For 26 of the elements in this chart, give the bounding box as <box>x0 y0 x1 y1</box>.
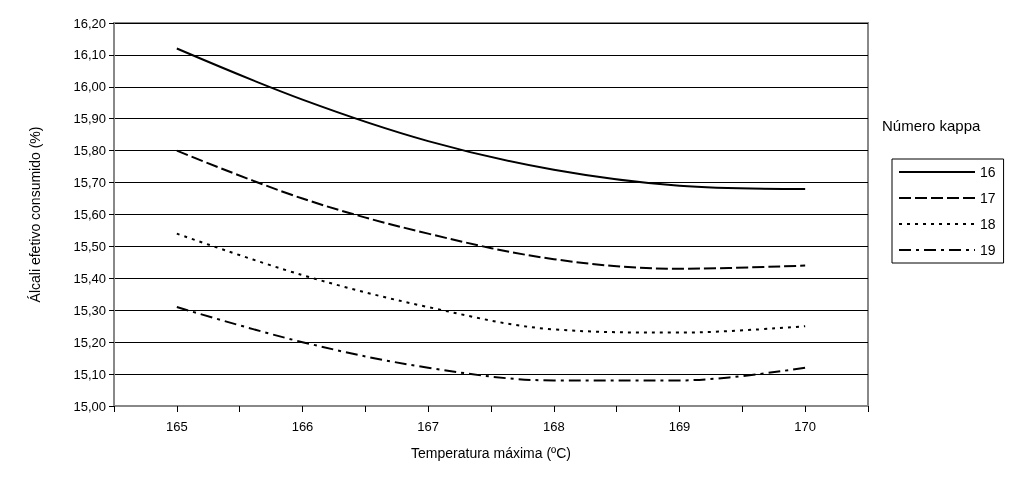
y-tick-label: 15,80 <box>73 143 106 159</box>
y-tick-label: 15,10 <box>73 366 106 382</box>
x-axis-title: Temperatura máxima (ºC) <box>411 445 571 461</box>
x-tick-label: 165 <box>165 419 188 434</box>
y-tick-label: 15,70 <box>73 175 106 191</box>
y-tick-label: 15,40 <box>73 270 106 286</box>
y-tick-label: 15,20 <box>73 334 106 350</box>
y-tick-label: 16,20 <box>73 15 106 31</box>
y-tick-label: 15,00 <box>73 398 106 414</box>
x-tick-label: 167 <box>417 419 440 434</box>
y-tick-label: 16,10 <box>73 47 106 63</box>
text: 17 <box>980 190 996 206</box>
y-tick-label: 15,90 <box>73 111 106 127</box>
text: 19 <box>980 242 996 258</box>
x-tick-label: 168 <box>542 419 565 434</box>
y-tick-label: 16,00 <box>73 79 106 95</box>
x-tick-label: 169 <box>668 419 691 434</box>
legend-title: Número kappa <box>882 117 982 134</box>
y-tick-label: 15,50 <box>73 238 106 254</box>
text: 18 <box>980 216 996 232</box>
x-tick-label: 170 <box>794 419 817 434</box>
y-axis-title: Álcali efetivo consumido (%) <box>27 126 43 303</box>
x-tick-label: 166 <box>291 419 314 434</box>
y-tick-label: 15,60 <box>73 207 106 222</box>
text: 16 <box>980 164 996 180</box>
y-tick-label: 15,30 <box>73 302 106 318</box>
